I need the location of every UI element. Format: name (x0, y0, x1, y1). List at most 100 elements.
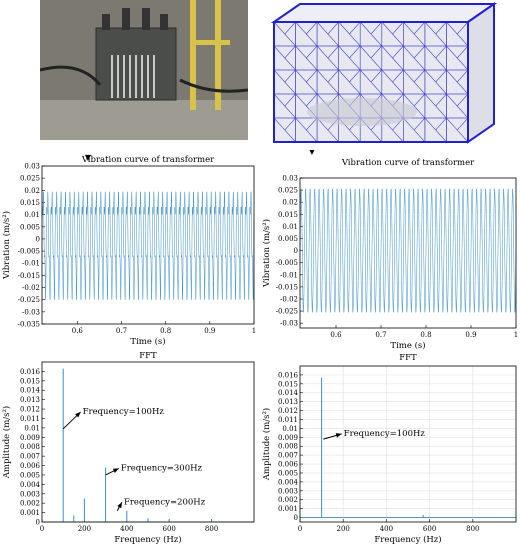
y-tick-label: 0.015 (278, 211, 298, 219)
y-tick-label: 0.005 (278, 469, 298, 477)
y-tick-label: -0.015 (276, 283, 298, 291)
mesh-shading (307, 98, 417, 126)
chart-title: Vibration curve of transformer (81, 155, 215, 165)
annotations: Frequency=100Hz (323, 429, 426, 440)
floor (40, 100, 248, 140)
annotation-label: Frequency=200Hz (124, 497, 206, 507)
y-tick-label: 0.01 (282, 425, 298, 433)
x-tick-label: 0.9 (465, 331, 476, 339)
y-tick-label: 0.009 (278, 434, 298, 442)
down-arrow-icon: ▼ (85, 153, 92, 162)
y-tick-label: 0.013 (20, 396, 40, 404)
x-tick-label: 200 (337, 525, 350, 533)
transformer-photo (39, 0, 249, 140)
y-tick-label: 0.002 (278, 496, 298, 504)
annotation-label: Frequency=100Hz (83, 407, 165, 417)
y-tick-label: -0.03 (22, 308, 40, 316)
annotation-label: Frequency=300Hz (121, 463, 203, 473)
signal-line (299, 188, 517, 313)
y-tick-label: 0.025 (20, 175, 40, 183)
bushing (142, 8, 150, 30)
x-tick-label: 1 (252, 327, 256, 335)
y-tick-label: 0 (36, 519, 40, 527)
plot-frame (41, 361, 255, 523)
x-axis-label: Frequency (Hz) (374, 534, 441, 545)
y-tick-label: 0.011 (278, 416, 298, 424)
y-tick-label: -0.005 (276, 259, 298, 267)
x-tick-label: 1 (514, 331, 518, 339)
x-tick-label: 600 (423, 525, 436, 533)
y-tick-label: 0.001 (20, 509, 40, 517)
yellow-rail (215, 0, 221, 110)
series (300, 377, 516, 518)
x-axis-label: Time (s) (390, 340, 425, 350)
bushing (122, 8, 130, 30)
x-tick-label: 0.6 (330, 331, 342, 339)
y-tick-label: 0.006 (20, 462, 41, 470)
mesh-top-face (270, 3, 498, 23)
series (41, 191, 255, 300)
y-tick-label: 0.014 (20, 387, 41, 395)
x-tick-label: 0 (298, 525, 302, 533)
y-tick-label: 0.02 (282, 199, 298, 207)
annotation-arrowhead (75, 411, 81, 418)
y-tick-label: 0.014 (278, 389, 299, 397)
chart-title: FFT (139, 352, 157, 361)
yellow-rail (190, 0, 196, 110)
y-tick-label: -0.03 (280, 320, 298, 328)
annotation-arrowhead (335, 433, 342, 438)
y-tick-label: 0.013 (278, 398, 298, 406)
vibration-chart-measured: ▼ Vibration curve of transformer 0.03 0.025… (0, 150, 260, 350)
y-axis-label: Amplitude (m/s²) (1, 406, 12, 479)
finite-element-mesh (262, 0, 500, 150)
y-tick-label: 0.006 (278, 461, 299, 469)
y-tick-label: 0.012 (278, 407, 298, 415)
y-tick-label: 0.01 (24, 424, 40, 432)
y-tick-label: 0.008 (20, 443, 40, 451)
y-tick-label: 0.016 (278, 371, 299, 379)
x-tick-label: 0.7 (116, 327, 127, 335)
plot-frame (299, 365, 517, 523)
y-tick-label: 0 (294, 247, 298, 255)
y-tick-label: 0 (36, 235, 40, 243)
x-axis-label: Frequency (Hz) (114, 534, 181, 545)
x-tick-label: 600 (163, 525, 176, 533)
annotation-label: Frequency=100Hz (344, 429, 426, 439)
y-tick-label: 0.015 (278, 380, 298, 388)
y-tick-label: 0.011 (20, 415, 40, 423)
y-axis-label: Amplitude (m/s²) (261, 408, 272, 481)
x-tick-label: 0.7 (375, 331, 386, 339)
plot-frame (299, 177, 517, 329)
yellow-rail (190, 40, 230, 45)
y-tick-label: 0.009 (20, 434, 40, 442)
y-tick-label: 0.015 (20, 199, 40, 207)
y-tick-label: 0.012 (20, 406, 40, 414)
y-tick-label: 0.03 (282, 175, 298, 183)
y-tick-label: 0.005 (278, 235, 298, 243)
y-tick-label: -0.035 (18, 321, 40, 329)
y-axis-label: Vibration (m/s²) (261, 219, 272, 288)
y-tick-label: -0.005 (18, 248, 40, 256)
x-axis: 0.6 0.7 0.8 0.9 1 (330, 325, 518, 339)
y-tick-label: 0.002 (20, 500, 40, 508)
y-tick-label: -0.02 (22, 284, 40, 292)
y-tick-label: 0.015 (20, 377, 40, 385)
x-tick-label: 0.6 (72, 327, 84, 335)
y-tick-label: 0.007 (20, 453, 40, 461)
y-tick-label: 0.005 (20, 223, 40, 231)
y-tick-label: -0.025 (276, 308, 298, 316)
y-tick-label: 0.008 (278, 443, 298, 451)
x-tick-label: 200 (78, 525, 91, 533)
x-tick-label: 0.9 (204, 327, 215, 335)
signal-line (41, 191, 255, 300)
x-tick-label: 0 (40, 525, 44, 533)
chart-title: FFT (399, 353, 417, 363)
annotation-arrowhead (117, 502, 122, 509)
y-tick-label: 0.004 (278, 478, 299, 486)
x-axis-label: Time (s) (130, 336, 165, 347)
annotations: Frequency=100Hz Frequency=300Hz Frequency=… (62, 407, 206, 511)
vibration-chart-simulated: ▼ Vibration curve of transformer 0.03 0.025… (260, 147, 520, 351)
x-tick-label: 800 (205, 525, 218, 533)
plot-frame (41, 165, 255, 325)
